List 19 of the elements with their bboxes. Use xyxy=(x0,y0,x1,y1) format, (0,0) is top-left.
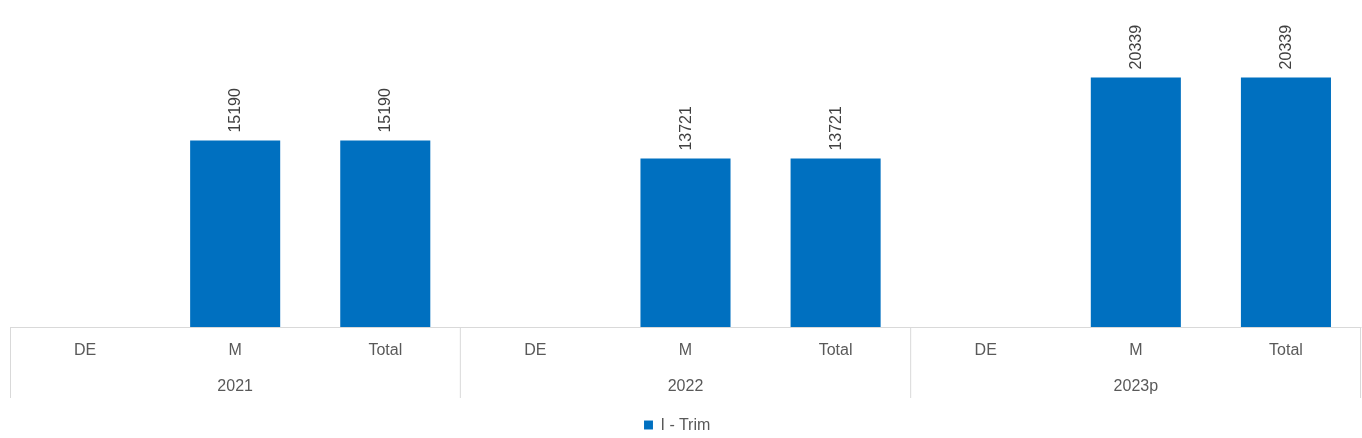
data-label: 20339 xyxy=(1276,24,1294,70)
data-label: 13721 xyxy=(826,106,844,151)
data-label: 15190 xyxy=(376,87,394,133)
x-tick-label: Total xyxy=(818,340,853,358)
x-tick-label: M xyxy=(228,340,242,358)
data-label: 13721 xyxy=(676,106,694,151)
text: 2023p xyxy=(1113,377,1159,394)
x-tick-label: DE xyxy=(524,340,547,358)
x-tick-label: M xyxy=(1129,340,1143,358)
text: 2021 xyxy=(217,377,254,394)
data-label: 15190 xyxy=(226,87,244,133)
x-tick-label: DE xyxy=(974,340,997,358)
x-tick-label: Total xyxy=(1269,340,1303,358)
data-label: 20339 xyxy=(1126,24,1144,70)
x-tick-label: DE xyxy=(73,340,97,358)
x-tick-label: Total xyxy=(368,340,403,358)
x-tick-label: M xyxy=(678,340,693,358)
legend-label: I - Trim xyxy=(660,416,711,433)
text: 2022 xyxy=(667,377,704,394)
